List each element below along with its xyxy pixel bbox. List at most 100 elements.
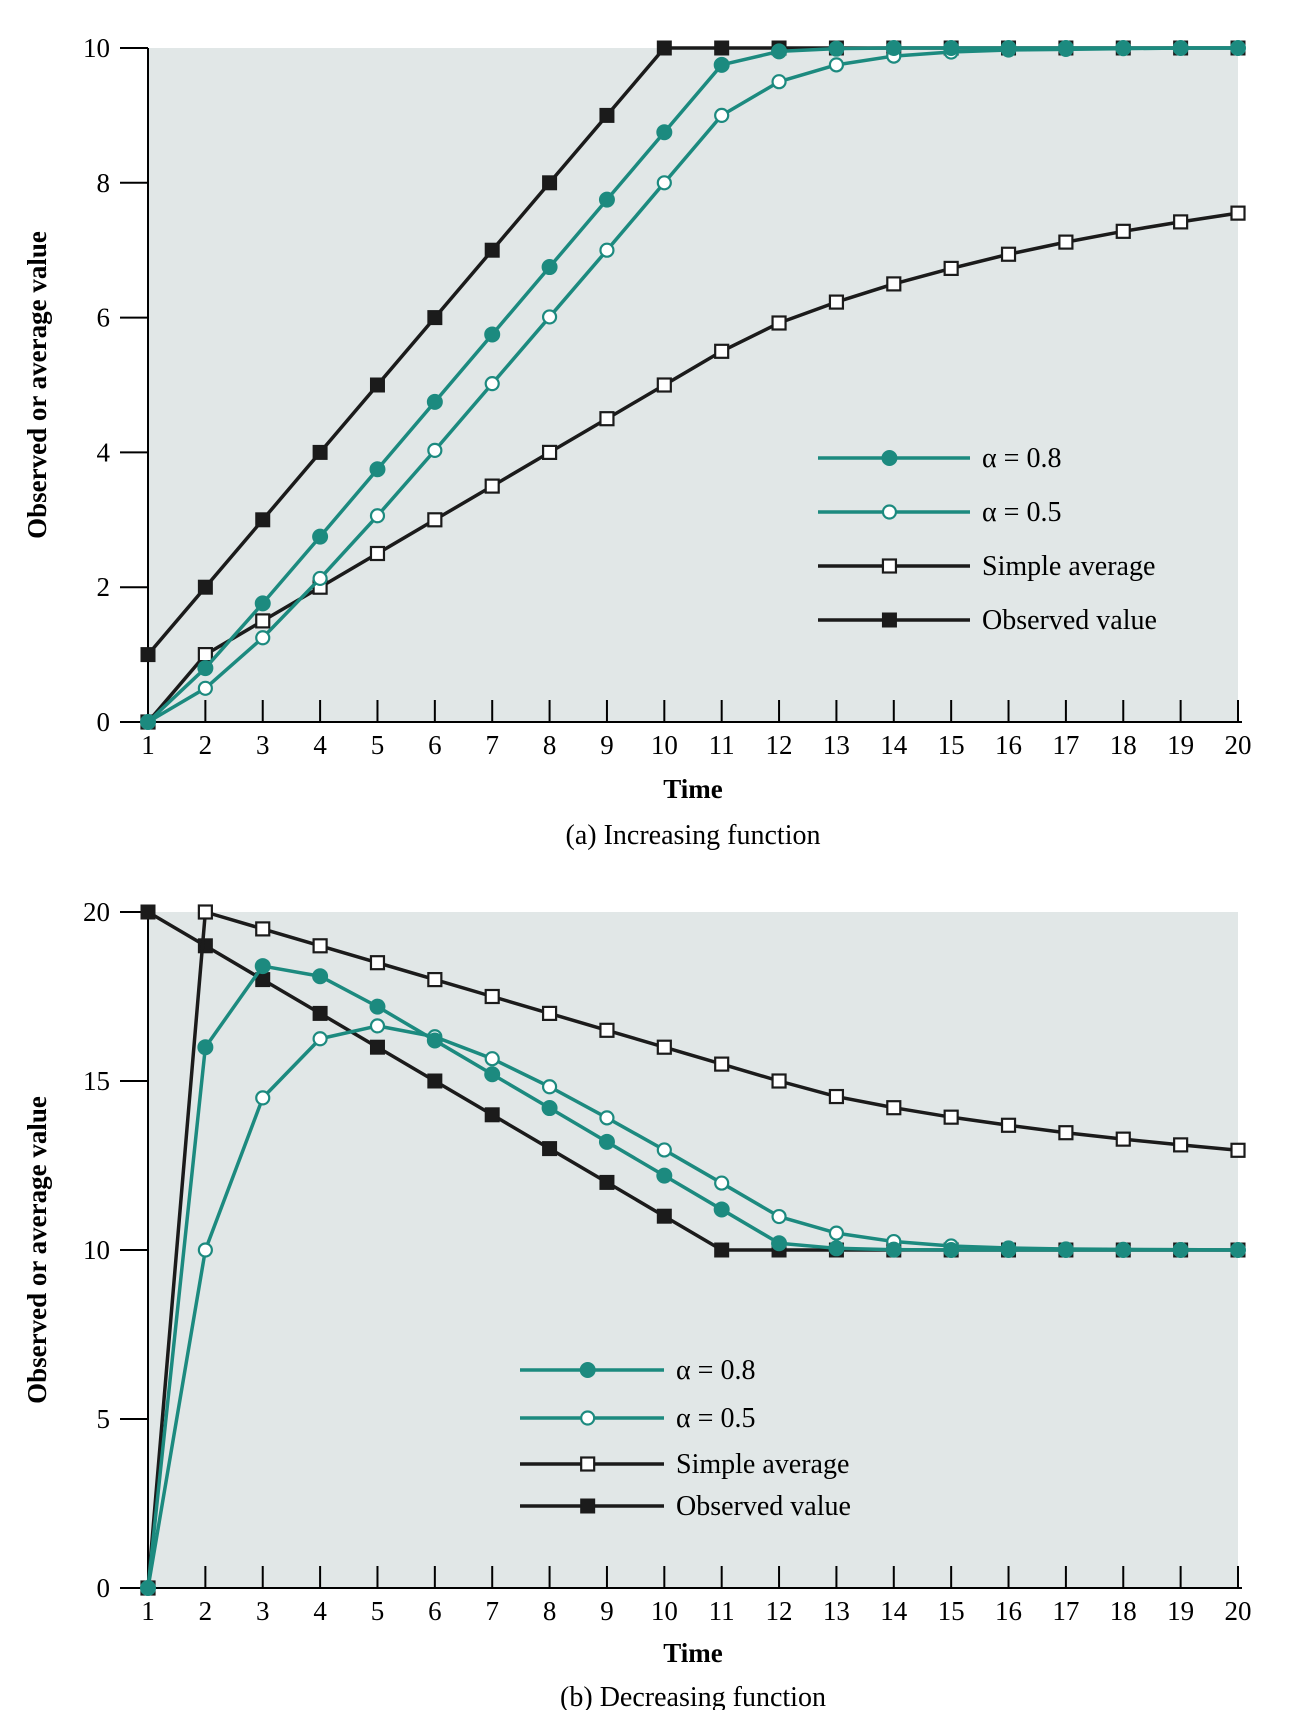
data-point	[714, 1056, 730, 1072]
data-point	[542, 175, 558, 191]
y-tick-label: 8	[97, 168, 111, 198]
data-point	[254, 958, 271, 975]
data-point	[828, 1225, 845, 1241]
data-point	[1057, 40, 1074, 56]
data-point	[369, 508, 386, 524]
data-point	[599, 242, 615, 258]
data-point	[828, 40, 845, 57]
y-tick-label: 4	[97, 437, 111, 467]
data-point	[427, 512, 443, 528]
data-point	[656, 1167, 673, 1184]
data-point	[140, 1580, 156, 1596]
data-point	[140, 647, 156, 663]
x-tick-label: 10	[651, 730, 678, 760]
data-point	[886, 1100, 902, 1116]
y-tick-label: 6	[97, 303, 111, 333]
data-point	[484, 242, 500, 258]
legend-marker	[580, 1456, 596, 1472]
x-axis-title: Time	[663, 1638, 723, 1668]
data-point	[598, 191, 615, 208]
x-tick-label: 17	[1052, 1596, 1079, 1626]
series-line	[146, 964, 1238, 1589]
data-point	[885, 1241, 902, 1258]
series-simple-average	[140, 205, 1246, 730]
data-point	[427, 1073, 443, 1089]
x-tick-label: 11	[709, 730, 735, 760]
x-tick-label: 15	[938, 730, 965, 760]
data-point	[369, 955, 386, 971]
data-point	[484, 988, 500, 1005]
x-tick-label: 10	[651, 1596, 678, 1626]
y-tick-label: 0	[97, 1573, 111, 1603]
data-point	[828, 57, 845, 73]
data-point	[484, 1107, 500, 1123]
x-tick-label: 2	[199, 1596, 213, 1626]
data-point	[427, 310, 443, 326]
data-point	[599, 1022, 615, 1038]
data-point	[1000, 1117, 1017, 1133]
legend-label: Simple average	[676, 1449, 849, 1480]
data-point	[1058, 1125, 1074, 1141]
data-point	[140, 904, 156, 920]
data-point	[541, 444, 558, 460]
y-tick-label: 20	[83, 897, 110, 927]
data-point	[484, 1066, 501, 1083]
legend: α = 0.8 α = 0.5 Simple average Observed val…	[520, 1355, 851, 1522]
data-point	[771, 74, 787, 90]
data-point	[197, 1242, 213, 1258]
data-point	[484, 1051, 500, 1067]
data-point	[369, 1039, 385, 1055]
x-tick-label: 18	[1110, 730, 1137, 760]
data-point	[427, 971, 443, 988]
data-point	[1172, 1242, 1189, 1258]
data-point	[255, 921, 271, 937]
data-point	[714, 343, 730, 359]
data-point	[427, 442, 443, 458]
legend-label: Observed value	[982, 605, 1157, 636]
data-point	[1115, 1131, 1131, 1147]
data-point	[1230, 205, 1246, 221]
data-point	[828, 294, 845, 310]
series-line	[146, 910, 1239, 1589]
data-point	[1173, 1137, 1189, 1153]
data-point	[542, 1141, 558, 1157]
data-point	[369, 461, 386, 478]
data-point	[312, 570, 328, 587]
legend-label: α = 0.5	[676, 1403, 755, 1434]
data-point	[1000, 246, 1017, 262]
x-tick-label: 13	[823, 730, 850, 760]
data-point	[599, 1110, 615, 1126]
x-tick-label: 8	[543, 1596, 557, 1626]
y-tick-label: 5	[97, 1404, 111, 1434]
data-point	[599, 411, 615, 427]
x-tick-label: 2	[199, 730, 213, 760]
legend-marker	[579, 1362, 596, 1378]
data-point	[1000, 1242, 1017, 1258]
x-tick-label: 1	[141, 730, 155, 760]
x-tick-label: 9	[600, 1596, 614, 1626]
x-tick-label: 3	[256, 1596, 270, 1626]
data-point	[197, 1039, 214, 1056]
data-point	[369, 545, 386, 562]
data-point	[312, 968, 329, 985]
y-axis-title: Observed or average value	[22, 1096, 52, 1404]
data-point	[656, 124, 673, 141]
x-tick-label: 19	[1167, 730, 1194, 760]
data-point	[1230, 40, 1246, 56]
data-point	[656, 1208, 672, 1224]
data-point	[426, 1032, 443, 1049]
data-point	[541, 309, 558, 325]
chart-caption: (a) Increasing function	[566, 820, 821, 851]
data-point	[197, 660, 214, 677]
data-point	[369, 377, 385, 393]
data-point	[1230, 1242, 1246, 1258]
legend-marker	[881, 558, 898, 574]
data-point	[656, 1039, 672, 1055]
data-point	[943, 1109, 959, 1125]
data-point	[1230, 1142, 1246, 1158]
x-tick-label: 13	[823, 1596, 850, 1626]
data-point	[771, 1208, 787, 1225]
x-tick-label: 8	[543, 730, 557, 760]
data-point	[771, 43, 788, 60]
